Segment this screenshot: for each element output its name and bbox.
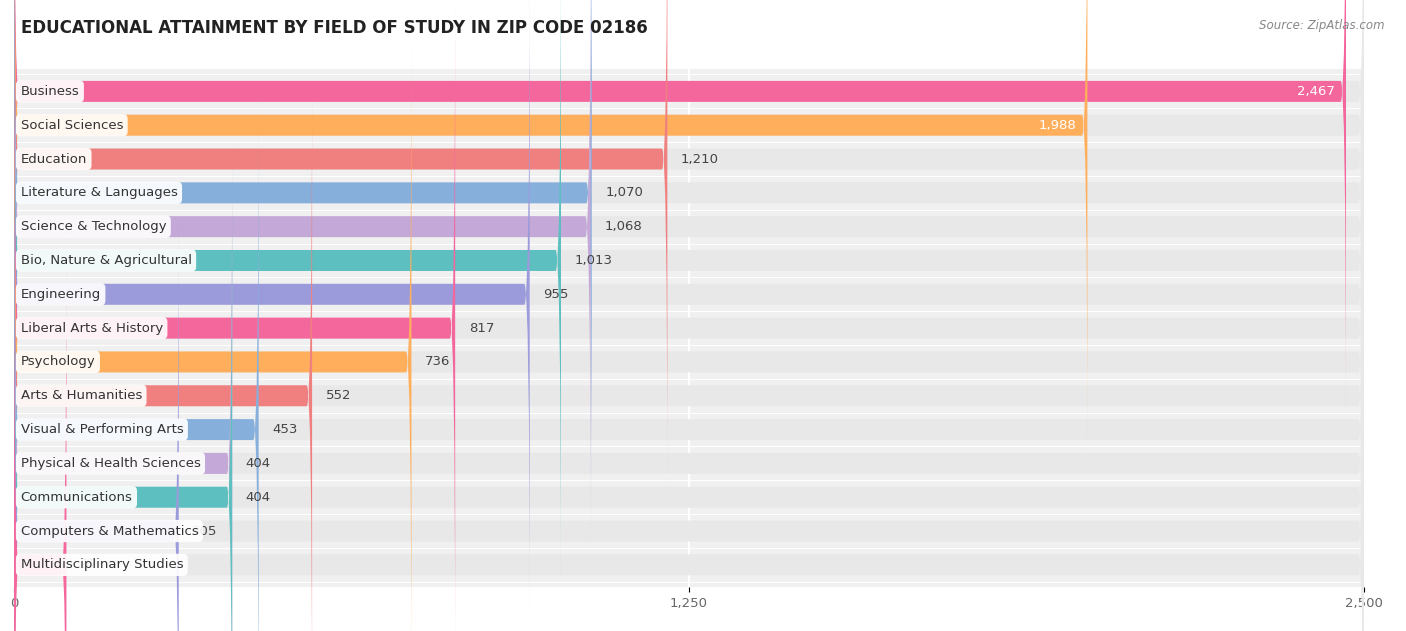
FancyBboxPatch shape <box>14 0 1346 419</box>
FancyBboxPatch shape <box>14 0 530 622</box>
Text: Computers & Mathematics: Computers & Mathematics <box>21 524 198 538</box>
FancyBboxPatch shape <box>14 34 1364 631</box>
FancyBboxPatch shape <box>14 68 1364 631</box>
FancyBboxPatch shape <box>14 237 1364 631</box>
Text: 305: 305 <box>193 524 218 538</box>
Text: Business: Business <box>21 85 79 98</box>
Text: Literature & Languages: Literature & Languages <box>21 186 177 199</box>
Text: 404: 404 <box>246 491 271 504</box>
FancyBboxPatch shape <box>14 203 179 631</box>
Text: Communications: Communications <box>21 491 132 504</box>
Text: 97: 97 <box>80 558 97 571</box>
Text: Source: ZipAtlas.com: Source: ZipAtlas.com <box>1260 19 1385 32</box>
Text: 404: 404 <box>246 457 271 470</box>
Text: Bio, Nature & Agricultural: Bio, Nature & Agricultural <box>21 254 191 267</box>
FancyBboxPatch shape <box>14 0 1364 487</box>
FancyBboxPatch shape <box>14 68 312 631</box>
FancyBboxPatch shape <box>14 0 668 487</box>
Text: Multidisciplinary Studies: Multidisciplinary Studies <box>21 558 183 571</box>
FancyBboxPatch shape <box>14 0 1364 588</box>
FancyBboxPatch shape <box>14 0 592 521</box>
FancyBboxPatch shape <box>14 0 591 555</box>
Text: 1,013: 1,013 <box>575 254 613 267</box>
Text: Psychology: Psychology <box>21 355 96 369</box>
Text: 552: 552 <box>326 389 352 402</box>
FancyBboxPatch shape <box>14 1 1364 631</box>
Text: Arts & Humanities: Arts & Humanities <box>21 389 142 402</box>
Text: 1,068: 1,068 <box>605 220 643 233</box>
Text: Social Sciences: Social Sciences <box>21 119 124 132</box>
Text: Liberal Arts & History: Liberal Arts & History <box>21 322 163 334</box>
FancyBboxPatch shape <box>14 0 1364 555</box>
Text: 2,467: 2,467 <box>1298 85 1336 98</box>
FancyBboxPatch shape <box>14 170 232 631</box>
Text: 453: 453 <box>273 423 298 436</box>
Text: 955: 955 <box>543 288 568 301</box>
FancyBboxPatch shape <box>14 136 232 631</box>
FancyBboxPatch shape <box>14 0 1364 419</box>
Text: 1,988: 1,988 <box>1039 119 1077 132</box>
Text: Visual & Performing Arts: Visual & Performing Arts <box>21 423 183 436</box>
FancyBboxPatch shape <box>14 170 1364 631</box>
FancyBboxPatch shape <box>14 136 1364 631</box>
Text: Science & Technology: Science & Technology <box>21 220 166 233</box>
Text: 1,210: 1,210 <box>681 153 718 165</box>
FancyBboxPatch shape <box>14 237 66 631</box>
Text: 1,070: 1,070 <box>605 186 643 199</box>
FancyBboxPatch shape <box>14 0 561 588</box>
FancyBboxPatch shape <box>14 1 456 631</box>
FancyBboxPatch shape <box>14 0 1364 453</box>
Text: Physical & Health Sciences: Physical & Health Sciences <box>21 457 201 470</box>
FancyBboxPatch shape <box>14 102 259 631</box>
FancyBboxPatch shape <box>14 34 412 631</box>
Text: Education: Education <box>21 153 87 165</box>
Text: 817: 817 <box>468 322 494 334</box>
FancyBboxPatch shape <box>14 203 1364 631</box>
FancyBboxPatch shape <box>14 0 1364 521</box>
Text: EDUCATIONAL ATTAINMENT BY FIELD OF STUDY IN ZIP CODE 02186: EDUCATIONAL ATTAINMENT BY FIELD OF STUDY… <box>21 19 648 37</box>
Text: Engineering: Engineering <box>21 288 101 301</box>
FancyBboxPatch shape <box>14 0 1364 622</box>
FancyBboxPatch shape <box>14 0 1087 453</box>
Text: 736: 736 <box>425 355 450 369</box>
FancyBboxPatch shape <box>14 102 1364 631</box>
